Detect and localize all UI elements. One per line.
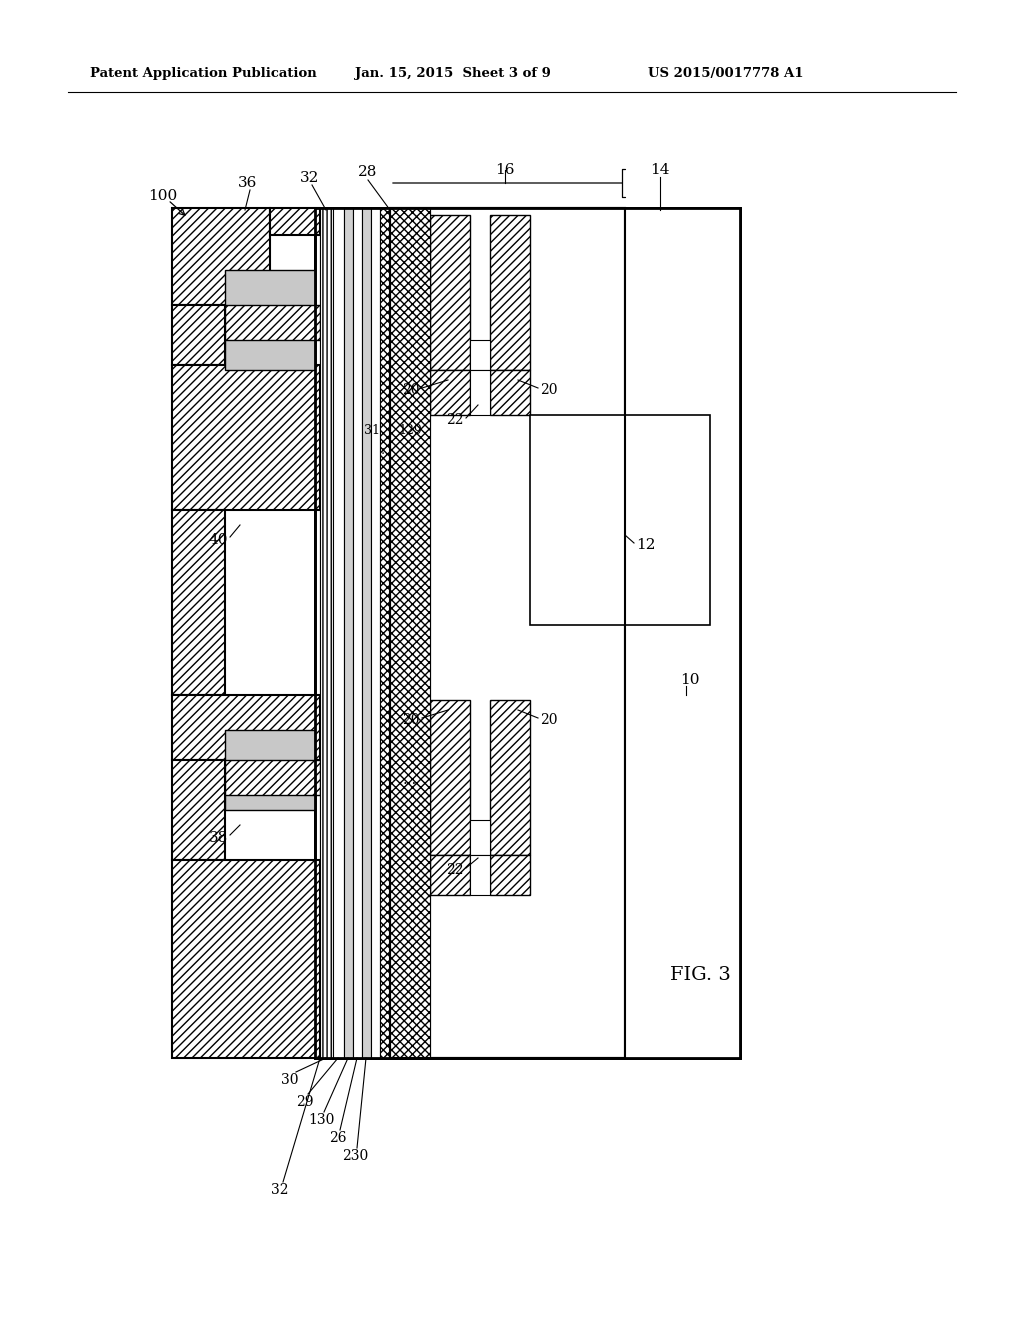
Bar: [390, 209, 625, 1059]
Bar: [225, 305, 319, 341]
Bar: [172, 510, 225, 696]
Bar: [270, 209, 319, 235]
Bar: [333, 209, 344, 1059]
Text: 32: 32: [271, 1183, 289, 1197]
Bar: [319, 209, 333, 1059]
Text: 16: 16: [496, 162, 515, 177]
Bar: [353, 209, 362, 1059]
Text: 22: 22: [446, 413, 464, 426]
Bar: [319, 209, 333, 1059]
Bar: [371, 209, 380, 1059]
Bar: [430, 215, 470, 370]
Text: 32: 32: [300, 172, 319, 185]
Bar: [315, 209, 740, 1059]
Bar: [172, 696, 319, 760]
Bar: [172, 305, 225, 366]
Bar: [470, 820, 490, 855]
Bar: [315, 209, 740, 1059]
Bar: [362, 209, 371, 1059]
Text: 230: 230: [342, 1148, 368, 1163]
Text: 129: 129: [398, 424, 422, 437]
Bar: [470, 855, 490, 895]
Bar: [353, 209, 362, 1059]
Text: 38: 38: [209, 832, 228, 845]
Bar: [490, 855, 530, 895]
Text: 100: 100: [148, 189, 177, 203]
Text: 36: 36: [239, 176, 258, 190]
Text: 26: 26: [330, 1131, 347, 1144]
Text: US 2015/0017778 A1: US 2015/0017778 A1: [648, 66, 804, 79]
Bar: [225, 730, 315, 810]
Text: 20: 20: [540, 713, 557, 727]
Text: 29: 29: [296, 1096, 313, 1109]
Text: 20: 20: [402, 713, 420, 727]
Bar: [333, 209, 344, 1059]
Bar: [470, 341, 490, 370]
Bar: [172, 760, 225, 861]
Bar: [315, 209, 740, 1059]
Bar: [430, 700, 470, 855]
Bar: [390, 209, 430, 1059]
Text: :: :: [381, 444, 385, 457]
Text: Jan. 15, 2015  Sheet 3 of 9: Jan. 15, 2015 Sheet 3 of 9: [355, 66, 551, 79]
Bar: [390, 209, 625, 1059]
Bar: [490, 370, 530, 414]
Bar: [225, 760, 319, 795]
Text: Patent Application Publication: Patent Application Publication: [90, 66, 316, 79]
Text: 20: 20: [540, 383, 557, 397]
Bar: [225, 271, 315, 370]
Text: 20: 20: [402, 383, 420, 397]
Bar: [362, 209, 371, 1059]
Bar: [490, 215, 530, 370]
Bar: [344, 209, 353, 1059]
Bar: [344, 209, 353, 1059]
Bar: [430, 370, 470, 414]
Bar: [172, 366, 319, 510]
Bar: [380, 209, 390, 1059]
Bar: [530, 414, 710, 624]
Text: 14: 14: [650, 162, 670, 177]
Text: 40: 40: [209, 533, 228, 546]
Bar: [490, 700, 530, 855]
Bar: [470, 370, 490, 414]
Text: 130: 130: [309, 1113, 335, 1127]
Text: 10: 10: [680, 673, 699, 686]
Bar: [390, 209, 430, 1059]
Bar: [380, 209, 390, 1059]
Bar: [172, 209, 270, 305]
Text: 22: 22: [446, 863, 464, 876]
Bar: [371, 209, 380, 1059]
Text: 30: 30: [282, 1073, 299, 1086]
Text: 28: 28: [358, 165, 378, 180]
Bar: [430, 855, 470, 895]
Text: FIG. 3: FIG. 3: [670, 966, 730, 983]
Text: ...: ...: [402, 774, 417, 787]
Bar: [625, 209, 740, 1059]
Text: 12: 12: [636, 539, 655, 552]
Text: 31: 31: [364, 424, 380, 437]
Bar: [172, 861, 319, 1059]
